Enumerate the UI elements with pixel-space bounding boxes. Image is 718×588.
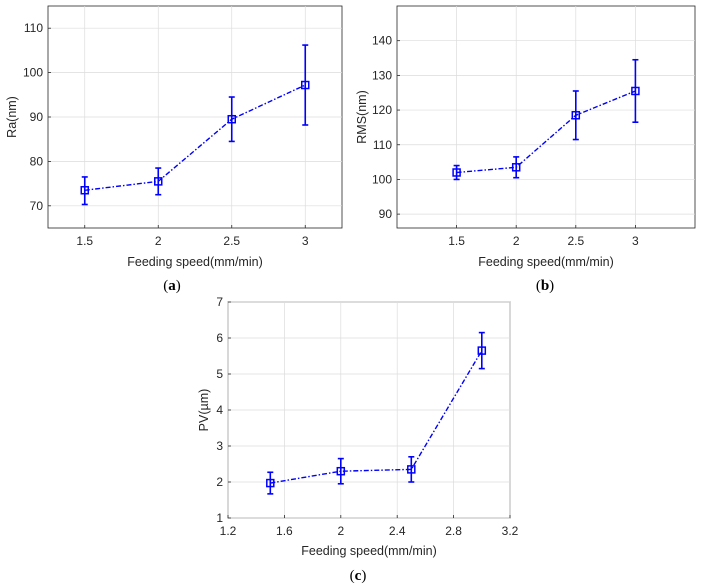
x-tick-label: 2.4 [389, 524, 406, 538]
data-point-marker [631, 86, 640, 96]
data-point-marker [511, 163, 521, 172]
chart-panel-c: 1.2 1.6 2 2.4 2.8 3.2 1 2 3 4 5 6 7 Feeding speed(mm… [197, 295, 519, 584]
y-tick-label: 110 [373, 138, 392, 152]
y-tick-label: 3 [216, 439, 223, 453]
data-point-marker [336, 466, 346, 476]
y-tick-label: 4 [216, 403, 223, 417]
x-tick-label: 2 [513, 234, 520, 248]
x-tick-label: 2.8 [445, 524, 462, 538]
data-point-marker [477, 346, 487, 355]
series-line [270, 350, 483, 484]
y-tick-label: 1 [216, 511, 223, 525]
data-point-marker [80, 186, 89, 195]
panel-label-a: (a) [163, 278, 181, 294]
grid-b [397, 6, 695, 228]
series-a [80, 44, 310, 206]
x-axis-label-b: Feeding speed(mm/min) [478, 255, 613, 269]
y-axis-label-b: RMS(nm) [355, 90, 369, 143]
y-axis-label-c: PV(µm) [197, 389, 211, 432]
y-tick-label: 2 [216, 475, 223, 489]
data-point-marker [154, 177, 163, 186]
chart-panel-b: 1.5 2 2.5 3 90 100 110 120 130 140 Feeding speed(… [355, 5, 696, 294]
x-tick-label: 2 [337, 524, 344, 538]
y-tick-label: 6 [216, 331, 223, 345]
data-point-marker [407, 465, 416, 474]
y-tick-label: 100 [372, 172, 392, 186]
ticks-b: 1.5 2 2.5 3 90 100 110 120 130 140 [372, 34, 639, 248]
data-point-marker [452, 168, 461, 177]
x-tick-label: 1.5 [448, 234, 465, 248]
y-tick-label: 110 [24, 21, 43, 35]
series-b [452, 58, 640, 181]
data-point-marker [266, 478, 275, 488]
y-tick-label: 130 [372, 68, 392, 82]
x-tick-label: 2.5 [223, 234, 240, 248]
x-tick-label: 2.5 [567, 234, 584, 248]
x-tick-label: 2 [155, 234, 162, 248]
ticks-a: 1.5 2 2.5 3 70 80 90 100 110 [23, 21, 309, 248]
grid-c [227, 301, 511, 519]
x-tick-label: 3.2 [502, 524, 519, 538]
series-c [266, 331, 487, 495]
data-point-marker [571, 111, 581, 120]
y-tick-label: 7 [216, 295, 223, 309]
x-axis-label-a: Feeding speed(mm/min) [127, 255, 262, 269]
x-axis-label-c: Feeding speed(mm/min) [301, 544, 436, 558]
y-tick-label: 100 [23, 66, 43, 80]
x-tick-label: 3 [302, 234, 309, 248]
y-tick-label: 5 [216, 367, 223, 381]
y-tick-label: 70 [30, 199, 44, 213]
chart-panel-a: 1.5 2 2.5 3 70 80 90 100 110 Feeding speed(mm/mi… [5, 5, 343, 294]
y-tick-label: 80 [30, 154, 44, 168]
y-tick-label: 140 [372, 34, 392, 48]
y-tick-label: 120 [372, 103, 392, 117]
x-tick-label: 1.6 [276, 524, 293, 538]
panel-label-c: (c) [350, 568, 367, 584]
data-point-marker [301, 80, 310, 90]
y-tick-label: 90 [30, 110, 44, 124]
ticks-c: 1.2 1.6 2 2.4 2.8 3.2 1 2 3 4 5 6 7 [216, 295, 518, 538]
y-tick-label: 90 [379, 207, 393, 221]
x-tick-label: 1.5 [76, 234, 93, 248]
data-point-marker [227, 114, 236, 124]
y-axis-label-a: Ra(nm) [5, 96, 19, 138]
series-line [84, 84, 306, 191]
series-line [456, 90, 636, 174]
x-tick-label: 1.2 [220, 524, 237, 538]
x-tick-label: 3 [632, 234, 639, 248]
plot-area-b [396, 5, 696, 229]
panel-label-b: (b) [536, 278, 554, 294]
